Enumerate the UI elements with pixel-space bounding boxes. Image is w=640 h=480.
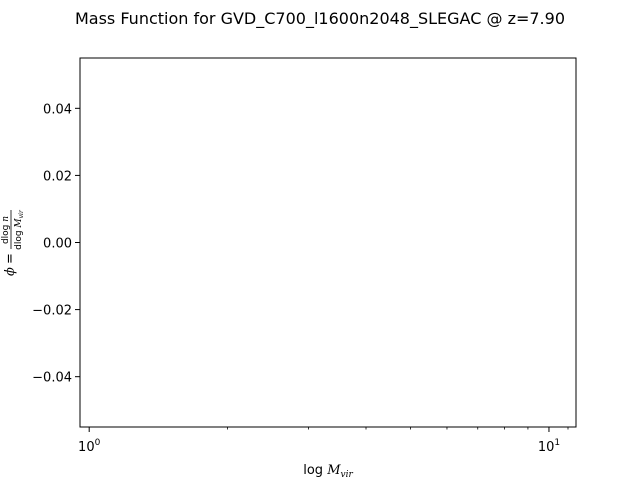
y-tick-label: 0.02 <box>43 169 72 184</box>
svg-text:dlog Mvir: dlog Mvir <box>14 209 25 250</box>
x-axis-label: log Mvir <box>303 463 353 480</box>
y-axis-ticks: 0.04 0.02 0.00 −0.02 −0.04 <box>32 102 80 386</box>
y-axis-label: ϕ = dlog n dlog Mvir <box>1 209 25 276</box>
y-tick-label: 0.00 <box>43 237 72 252</box>
y-tick-label: 0.04 <box>43 102 72 117</box>
plot-area <box>80 58 576 427</box>
svg-text:dlog n: dlog n <box>1 216 11 244</box>
svg-text:=: = <box>3 253 18 264</box>
y-tick-label: −0.04 <box>32 371 72 386</box>
svg-text:ϕ: ϕ <box>3 267 18 276</box>
x-tick-label: 100 <box>78 438 101 455</box>
y-tick-label: −0.02 <box>32 304 72 319</box>
x-axis-ticks: 100 101 <box>78 427 569 455</box>
chart-title: Mass Function for GVD_C700_l1600n2048_SL… <box>75 9 565 29</box>
plot-frame <box>79 57 577 428</box>
x-tick-label: 101 <box>538 438 560 455</box>
